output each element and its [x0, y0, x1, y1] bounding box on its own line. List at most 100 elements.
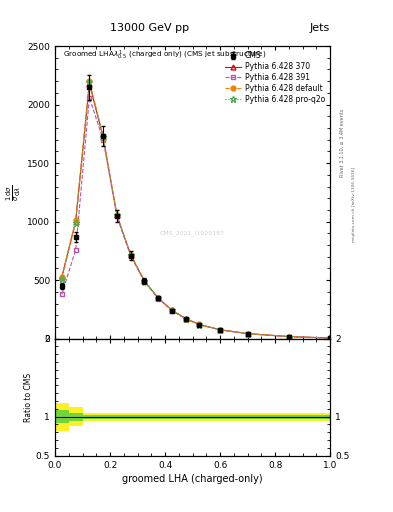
Bar: [55, 411, 69, 423]
Bar: [234, 415, 261, 419]
Pythia 6.428 370: [156, 295, 161, 301]
Bar: [83, 415, 96, 419]
Bar: [206, 415, 234, 419]
Pythia 6.428 391: [184, 316, 188, 322]
Pythia 6.428 default: [245, 331, 250, 337]
Bar: [151, 413, 165, 420]
Pythia 6.428 pro-q2o: [218, 327, 222, 333]
Pythia 6.428 391: [286, 334, 291, 340]
Bar: [193, 413, 206, 420]
Bar: [138, 413, 151, 420]
Pythia 6.428 default: [218, 327, 222, 333]
Pythia 6.428 370: [142, 278, 147, 284]
Pythia 6.428 pro-q2o: [60, 276, 64, 282]
Y-axis label: Ratio to CMS: Ratio to CMS: [24, 373, 33, 422]
Bar: [96, 415, 110, 419]
Pythia 6.428 pro-q2o: [87, 79, 92, 86]
Pythia 6.428 default: [156, 295, 161, 301]
Pythia 6.428 370: [184, 315, 188, 322]
Pythia 6.428 default: [73, 218, 78, 224]
Pythia 6.428 default: [170, 307, 174, 313]
Bar: [193, 415, 206, 419]
Pythia 6.428 391: [73, 247, 78, 253]
Pythia 6.428 default: [328, 335, 332, 341]
Bar: [124, 413, 138, 420]
Pythia 6.428 391: [156, 295, 161, 302]
Bar: [55, 402, 69, 431]
X-axis label: groomed LHA (charged-only): groomed LHA (charged-only): [122, 474, 263, 484]
Pythia 6.428 pro-q2o: [156, 295, 161, 301]
Bar: [110, 413, 124, 420]
Bar: [83, 413, 96, 420]
Pythia 6.428 370: [328, 335, 332, 341]
Pythia 6.428 391: [245, 331, 250, 337]
Line: Pythia 6.428 pro-q2o: Pythia 6.428 pro-q2o: [59, 79, 333, 341]
Pythia 6.428 default: [101, 133, 105, 139]
Text: Rivet 3.1.10, ≥ 3.4M events: Rivet 3.1.10, ≥ 3.4M events: [340, 109, 345, 178]
Pythia 6.428 391: [115, 214, 119, 220]
Line: Pythia 6.428 391: Pythia 6.428 391: [59, 95, 332, 340]
Bar: [179, 413, 193, 420]
Pythia 6.428 391: [129, 253, 133, 259]
Bar: [69, 408, 83, 426]
Pythia 6.428 pro-q2o: [328, 335, 332, 341]
Pythia 6.428 pro-q2o: [286, 333, 291, 339]
Pythia 6.428 391: [218, 327, 222, 333]
Bar: [69, 413, 83, 420]
Pythia 6.428 370: [170, 307, 174, 313]
Pythia 6.428 391: [170, 308, 174, 314]
Pythia 6.428 370: [73, 219, 78, 225]
Pythia 6.428 370: [218, 327, 222, 333]
Bar: [165, 415, 179, 419]
Pythia 6.428 370: [129, 252, 133, 258]
Pythia 6.428 370: [286, 333, 291, 339]
Bar: [124, 415, 138, 419]
Bar: [261, 413, 310, 420]
Pythia 6.428 370: [101, 134, 105, 140]
Bar: [261, 415, 310, 419]
Bar: [138, 415, 151, 419]
Pythia 6.428 391: [101, 137, 105, 143]
Bar: [310, 413, 330, 420]
Text: 13000 GeV pp: 13000 GeV pp: [110, 23, 189, 33]
Pythia 6.428 pro-q2o: [197, 322, 202, 328]
Bar: [96, 413, 110, 420]
Pythia 6.428 default: [115, 212, 119, 218]
Pythia 6.428 default: [87, 78, 92, 84]
Pythia 6.428 pro-q2o: [73, 220, 78, 226]
Pythia 6.428 default: [129, 252, 133, 258]
Pythia 6.428 370: [60, 273, 64, 280]
Bar: [110, 415, 124, 419]
Y-axis label: $\frac{1}{\sigma}\frac{\mathrm{d}\sigma}{\mathrm{d}\lambda}$: $\frac{1}{\sigma}\frac{\mathrm{d}\sigma}…: [5, 184, 23, 201]
Bar: [206, 413, 234, 420]
Bar: [179, 415, 193, 419]
Pythia 6.428 default: [184, 315, 188, 322]
Pythia 6.428 default: [197, 322, 202, 328]
Pythia 6.428 default: [60, 273, 64, 280]
Bar: [151, 415, 165, 419]
Pythia 6.428 391: [197, 322, 202, 328]
Pythia 6.428 391: [60, 291, 64, 297]
Pythia 6.428 pro-q2o: [142, 278, 147, 284]
Pythia 6.428 370: [115, 212, 119, 218]
Line: Pythia 6.428 default: Pythia 6.428 default: [59, 79, 332, 340]
Line: Pythia 6.428 370: Pythia 6.428 370: [59, 81, 332, 340]
Pythia 6.428 370: [87, 80, 92, 87]
Bar: [310, 415, 330, 419]
Pythia 6.428 pro-q2o: [170, 307, 174, 313]
Bar: [234, 413, 261, 420]
Pythia 6.428 pro-q2o: [245, 331, 250, 337]
Pythia 6.428 pro-q2o: [101, 134, 105, 140]
Pythia 6.428 default: [142, 278, 147, 284]
Bar: [165, 413, 179, 420]
Pythia 6.428 pro-q2o: [115, 212, 119, 218]
Pythia 6.428 pro-q2o: [129, 252, 133, 258]
Text: Jets: Jets: [310, 23, 330, 33]
Pythia 6.428 391: [142, 279, 147, 285]
Text: mcplots.cern.ch [arXiv:1306.3436]: mcplots.cern.ch [arXiv:1306.3436]: [352, 167, 356, 242]
Pythia 6.428 370: [245, 331, 250, 337]
Legend: CMS, Pythia 6.428 370, Pythia 6.428 391, Pythia 6.428 default, Pythia 6.428 pro-: CMS, Pythia 6.428 370, Pythia 6.428 391,…: [223, 50, 326, 105]
Pythia 6.428 370: [197, 322, 202, 328]
Text: Groomed LHA$\lambda^{1}_{0.5}$ (charged only) (CMS jet substructure): Groomed LHA$\lambda^{1}_{0.5}$ (charged …: [63, 49, 267, 62]
Pythia 6.428 pro-q2o: [184, 315, 188, 322]
